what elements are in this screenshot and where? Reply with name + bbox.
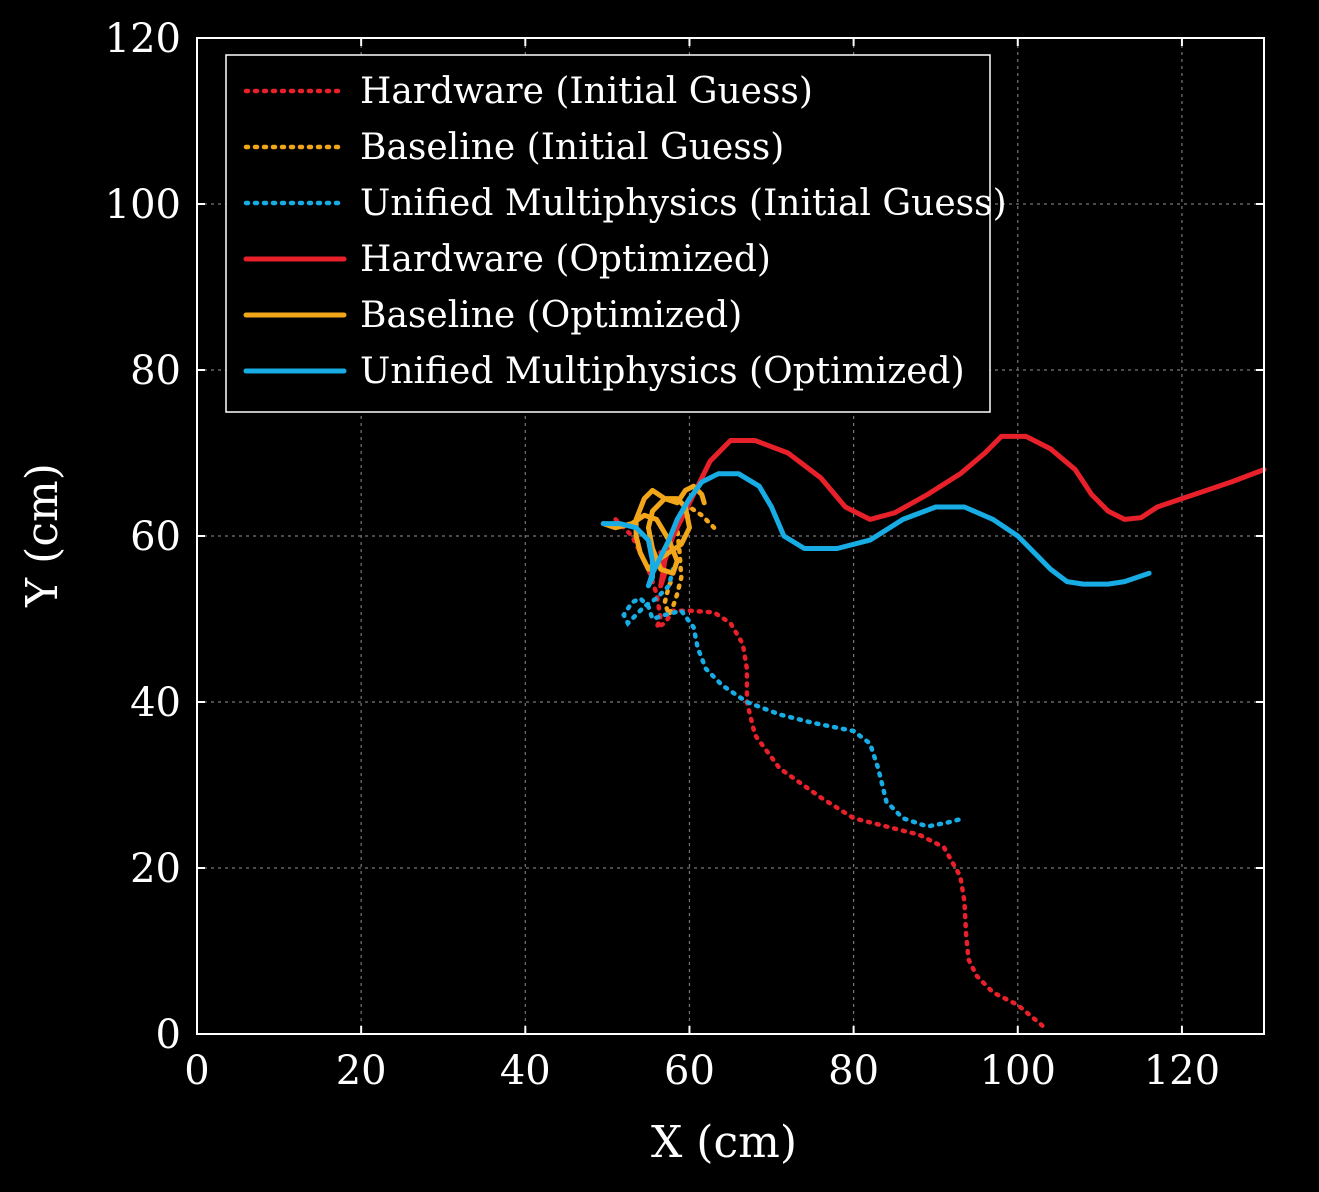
x-tick-label: 40 (500, 1048, 551, 1094)
x-tick-label: 100 (980, 1048, 1056, 1094)
y-tick-label: 100 (105, 182, 181, 228)
legend-entry-unified-optimized: Unified Multiphysics (Optimized) (243, 351, 965, 392)
legend-label-unified-optimized: Unified Multiphysics (Optimized) (360, 351, 965, 392)
axis-ticks: 0 20 40 60 80 100 120 0 20 40 60 80 100 120 (105, 16, 1264, 1094)
series-line-unified-multiphysics-initial-guess (621, 566, 967, 829)
y-tick-label: 0 (156, 1012, 181, 1058)
legend-label-hardware-optimized: Hardware (Optimized) (360, 239, 771, 280)
legend-entry-baseline-optimized: Baseline (Optimized) (243, 295, 742, 336)
x-tick-label: 60 (664, 1048, 715, 1094)
y-tick-label: 20 (130, 846, 181, 892)
legend-label-baseline-optimized: Baseline (Optimized) (360, 295, 742, 336)
series-line-unified-multiphysics-optimized (600, 471, 1152, 589)
legend: Hardware (Initial Guess) Baseline (Initi… (225, 54, 1007, 413)
x-axis-title: X (cm) (651, 1117, 797, 1168)
y-tick-label: 120 (105, 16, 181, 62)
series-line-baseline-initial-guess (662, 504, 717, 621)
legend-label-unified-initial: Unified Multiphysics (Initial Guess) (360, 183, 1007, 224)
y-tick-label: 40 (130, 680, 181, 726)
legend-entry-hardware-optimized: Hardware (Optimized) (243, 239, 771, 280)
x-tick-label: 80 (828, 1048, 879, 1094)
y-axis-title: Y (cm) (17, 463, 68, 608)
legend-box (225, 54, 991, 413)
x-tick-label: 20 (336, 1048, 387, 1094)
x-tick-label: 120 (1144, 1048, 1220, 1094)
x-tick-label: 0 (184, 1048, 209, 1094)
legend-entry-hardware-initial: Hardware (Initial Guess) (243, 71, 813, 112)
y-tick-label: 60 (130, 514, 181, 560)
legend-label-baseline-initial: Baseline (Initial Guess) (360, 127, 784, 168)
legend-entry-baseline-initial: Baseline (Initial Guess) (243, 127, 784, 168)
series-line-hardware-initial-guess (613, 517, 1045, 1028)
series-line-hardware-optimized (658, 433, 1267, 589)
y-tick-label: 80 (130, 348, 181, 394)
plot-series (600, 433, 1267, 1028)
legend-label-hardware-initial: Hardware (Initial Guess) (360, 71, 813, 112)
legend-entry-unified-initial: Unified Multiphysics (Initial Guess) (243, 183, 1007, 224)
